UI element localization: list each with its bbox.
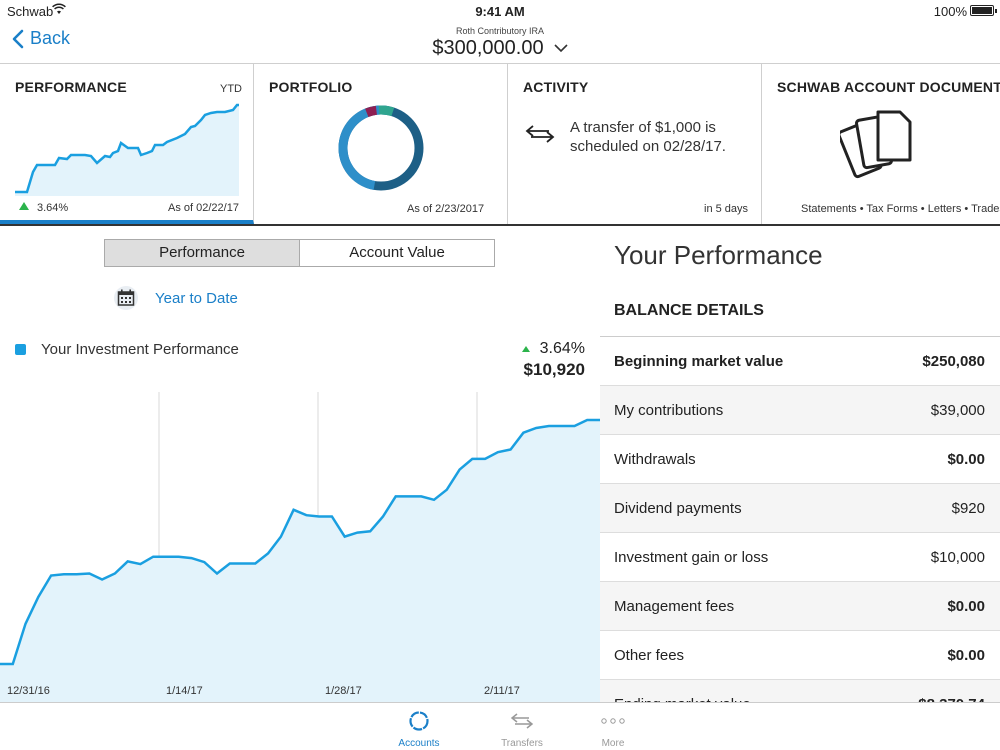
up-arrow-icon [19,202,29,210]
balance-row-value: $250,080 [922,352,985,370]
nav-bar: Back Roth Contributory IRA $300,000.00 [0,22,1000,64]
balance-row-label: Withdrawals [614,450,696,468]
activity-message: A transfer of $1,000 is scheduled on 02/… [570,119,726,155]
documents-tile[interactable]: SCHWAB ACCOUNT DOCUMENTS Statements • Ta… [762,64,1000,224]
up-arrow-icon [521,346,530,352]
tab-bar: Accounts Transfers More [0,702,1000,750]
status-bar: Schwab 9:41 AM 100% [0,0,1000,22]
activity-tile[interactable]: ACTIVITY A transfer of $1,000 is schedul… [508,64,762,224]
activity-tile-title: ACTIVITY [523,79,589,95]
tab-account-value[interactable]: Account Value [349,244,445,261]
period-label: Year to Date [155,289,238,307]
balance-row-label: My contributions [614,401,724,419]
account-selector[interactable]: Roth Contributory IRA $300,000.00 [0,26,1000,60]
balance-row-value: $0.00 [947,450,985,468]
portfolio-ring [338,105,424,191]
balance-row-label: Management fees [614,597,735,615]
balance-row-label: Other fees [614,646,685,664]
legend-label: Your Investment Performance [41,341,239,358]
chevron-left-icon [12,29,24,48]
balance-row-value: $0.00 [947,646,985,664]
tab-performance[interactable]: Performance [105,240,300,266]
tab-accounts-label: Accounts [398,738,440,749]
tab-accounts[interactable]: Accounts [379,709,459,749]
performance-percent: 3.64% [521,340,585,358]
portfolio-as-of: As of 2/23/2017 [407,203,485,215]
balance-row: Dividend payments $920 [600,484,1000,533]
performance-chart: 12/31/16 1/14/17 1/28/17 2/11/17 [0,392,600,702]
more-icon [601,718,625,724]
balance-row: Investment gain or loss $10,000 [600,533,1000,582]
balance-row-value: $39,000 [930,401,985,419]
wifi-icon [52,3,66,14]
transfer-icon [510,713,534,729]
carrier-label: Schwab [7,4,54,19]
portfolio-tile[interactable]: PORTFOLIO As of 2/23/2017 [254,64,508,224]
legend-swatch [15,344,26,355]
battery-percent: 100% [933,4,967,19]
documents-icon [840,110,912,179]
performance-as-of: As of 02/22/17 [168,202,239,214]
balance-row: My contributions $39,000 [600,386,1000,435]
chart-area [0,420,600,702]
activity-due: in 5 days [704,203,749,215]
view-toggle: Performance Account Value [104,239,495,267]
chart-legend: Your Investment Performance [15,341,239,358]
balance-details-list: Beginning market value $250,080 My contrib… [600,337,1000,729]
accounts-icon [409,711,429,731]
account-name: Roth Contributory IRA [455,26,545,36]
back-button[interactable]: Back [12,28,70,49]
balance-row-value: $0.00 [947,597,985,615]
tab-more-label: More [601,738,625,749]
performance-summary: 3.64% $10,920 [521,340,585,380]
x-tick-label: 1/14/17 [166,685,203,697]
performance-amount: $10,920 [523,360,585,379]
balance-row-value: $10,000 [930,548,985,566]
balance-details-header: BALANCE DETAILS [614,302,764,319]
tab-more[interactable]: More [573,709,653,749]
x-tick-label: 1/28/17 [325,685,362,697]
balance-row: Other fees $0.00 [600,631,1000,680]
balance-row: Withdrawals $0.00 [600,435,1000,484]
x-tick-label: 2/11/17 [484,685,520,697]
period-selector[interactable]: Year to Date [114,286,238,310]
performance-tile-footer: 3.64% As of 02/22/17 [0,196,253,220]
balance-row-value: $920 [951,499,985,517]
period-label: YTD [220,83,242,95]
performance-change: 3.64% [37,202,69,214]
balance-row: Management fees $0.00 [600,582,1000,631]
balance-row-label: Investment gain or loss [614,548,769,566]
balance-row: Beginning market value $250,080 [600,337,1000,386]
divider [600,336,1000,337]
chart-line [0,418,600,666]
tab-transfers-label: Transfers [501,738,543,749]
panel-title: Your Performance [614,240,823,270]
calendar-icon [114,286,138,310]
account-value: $300,000.00 [432,37,544,59]
back-label: Back [30,28,71,48]
documents-types: Statements • Tax Forms • Letters • Trade… [801,203,1000,215]
battery-icon [970,5,997,16]
x-tick-label: 12/31/16 [7,685,50,697]
summary-tiles: PERFORMANCE YTD 3.64% As of 02/22/17 POR… [0,64,1000,226]
performance-sparkline [15,103,239,220]
performance-tile-title: PERFORMANCE [15,79,127,95]
documents-tile-title: SCHWAB ACCOUNT DOCUMENTS [777,79,1000,95]
clock: 9:41 AM [475,4,525,19]
portfolio-tile-title: PORTFOLIO [269,79,353,95]
performance-tile[interactable]: PERFORMANCE YTD 3.64% As of 02/22/17 [0,64,254,224]
performance-percent-value: 3.64% [539,340,585,357]
chevron-down-icon [554,44,568,53]
transfer-icon [525,125,555,143]
balance-row-label: Beginning market value [614,352,784,370]
balance-row-label: Dividend payments [614,499,742,517]
tab-transfers[interactable]: Transfers [482,709,562,749]
